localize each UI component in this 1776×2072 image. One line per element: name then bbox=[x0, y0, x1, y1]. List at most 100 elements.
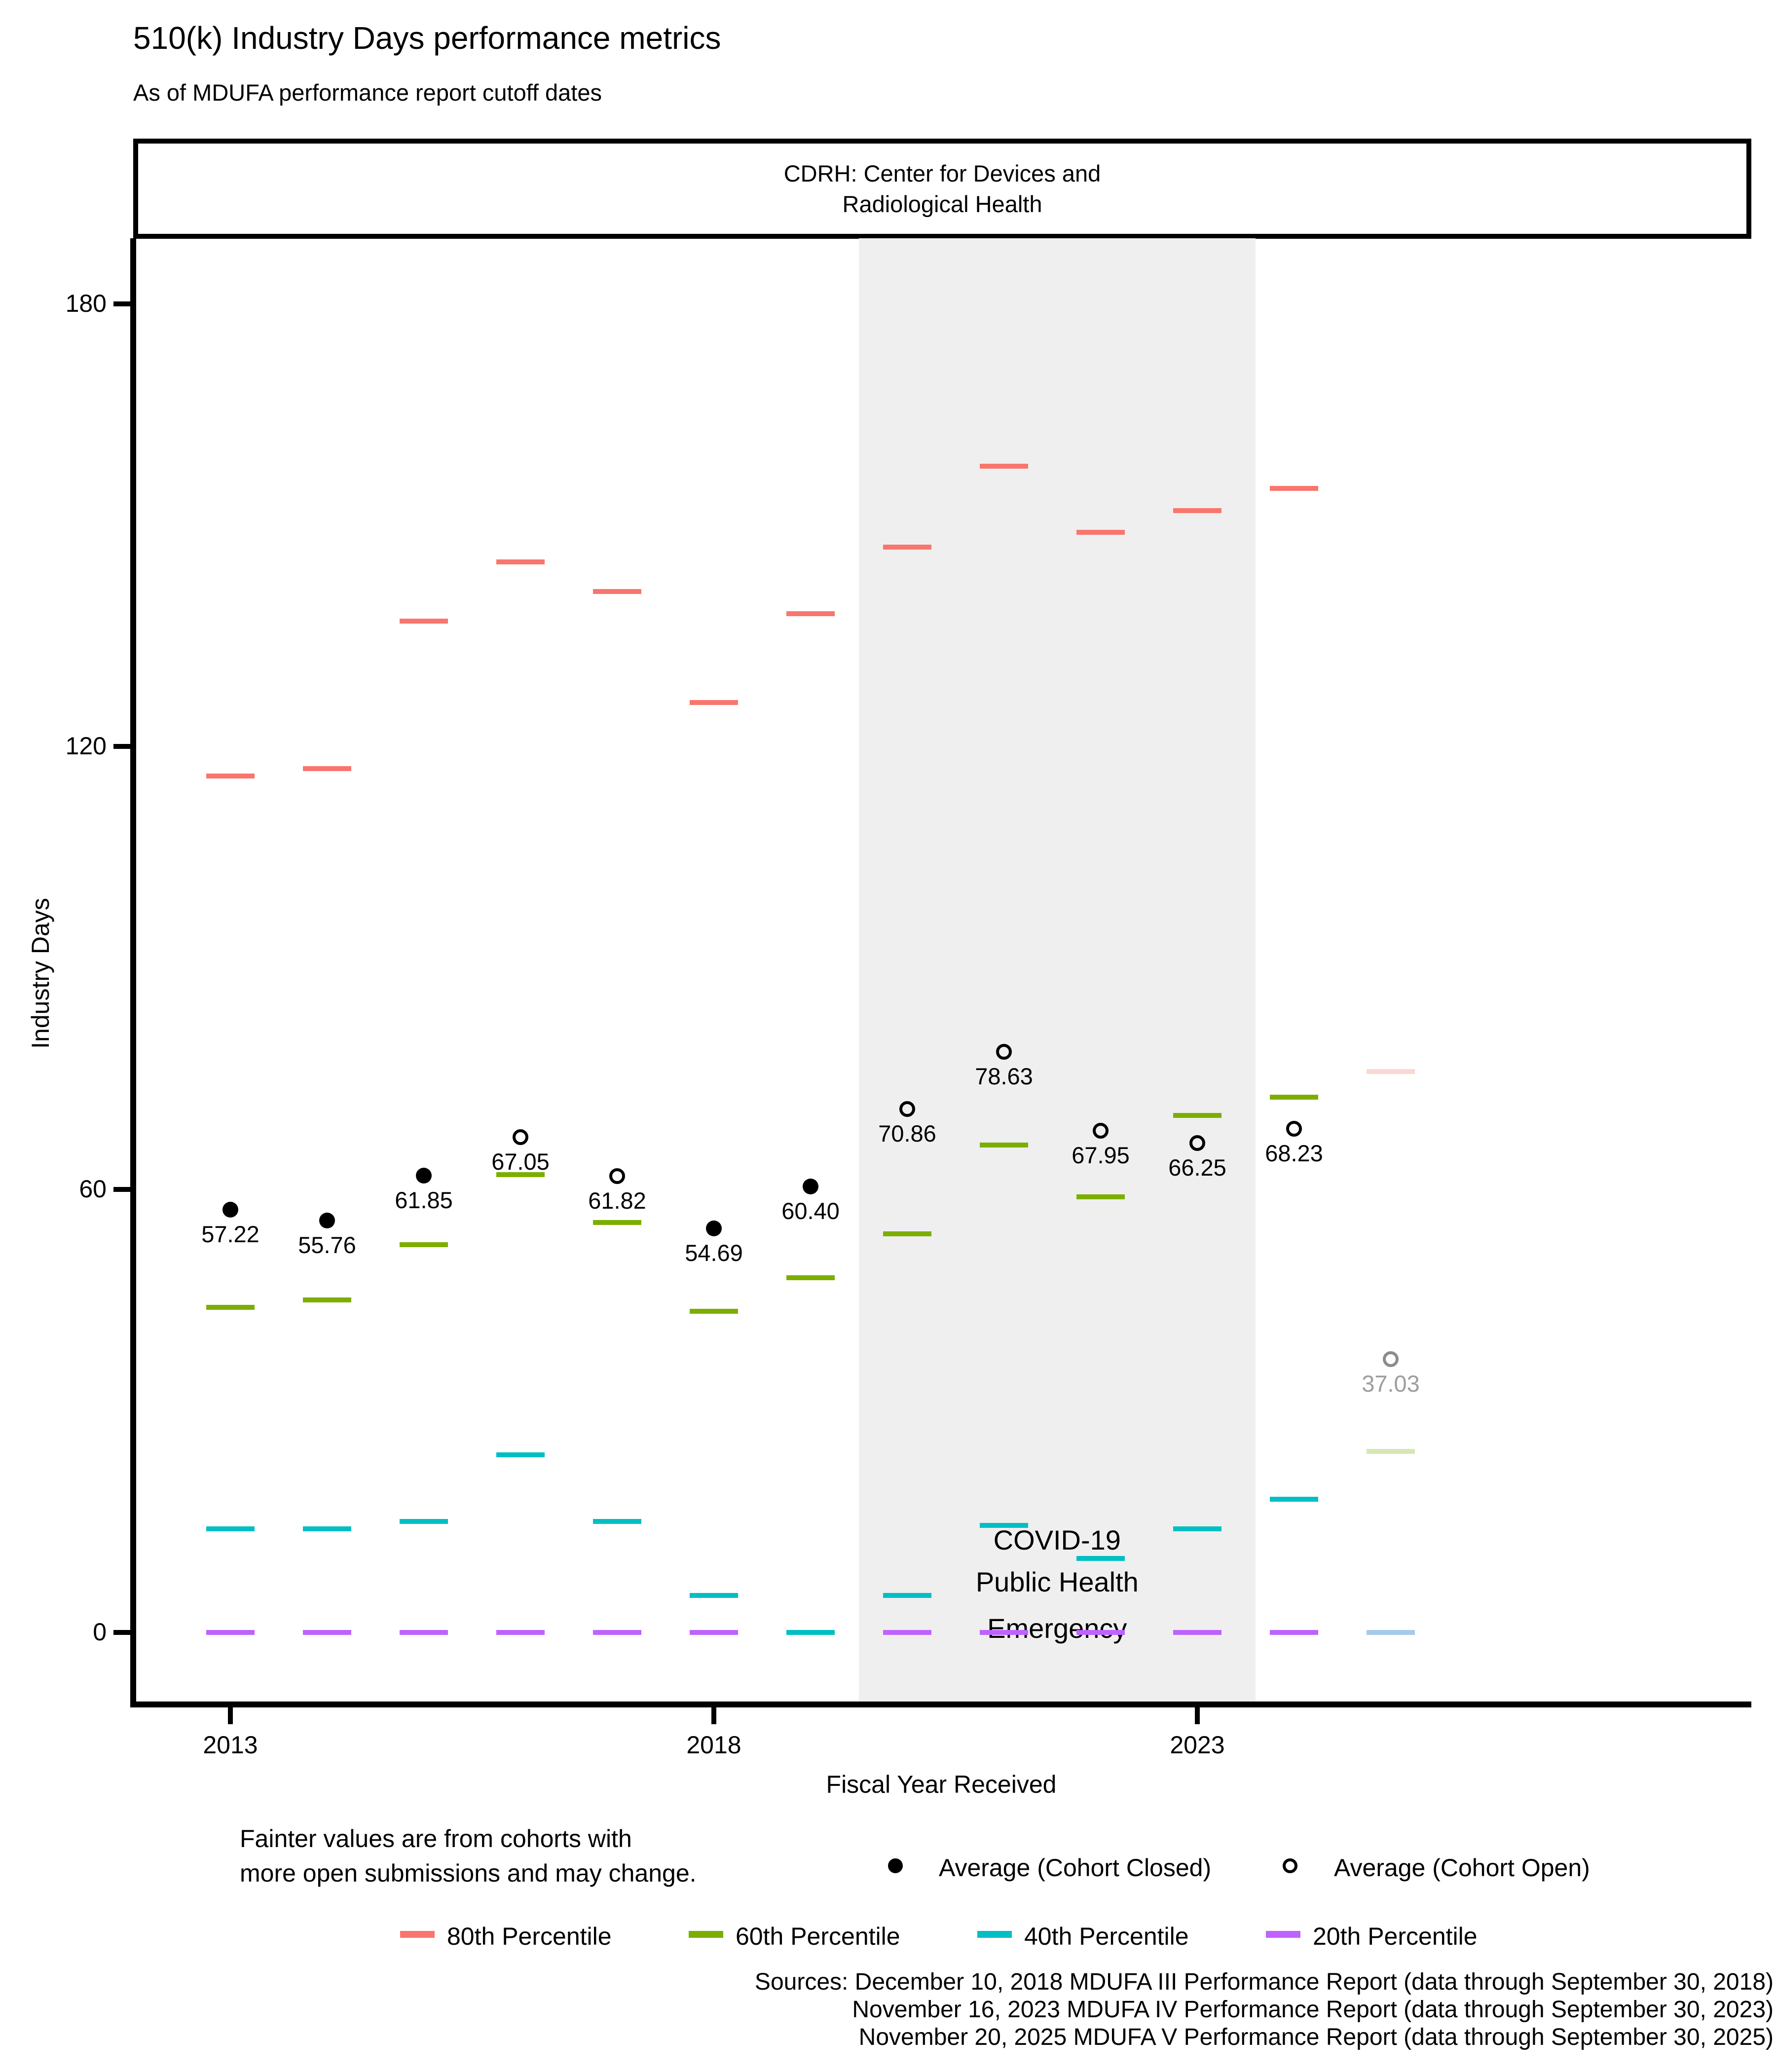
y-tick-120 bbox=[113, 744, 130, 749]
p80-dash-2022 bbox=[1076, 530, 1125, 535]
p20-dash-2025 bbox=[1367, 1629, 1415, 1635]
legend-p80-label: 80th Percentile bbox=[447, 1923, 612, 1950]
p80-dash-2020 bbox=[883, 545, 931, 550]
avg-value-label-2015: 61.85 bbox=[395, 1187, 453, 1214]
legend-avg-closed-label: Average (Cohort Closed) bbox=[939, 1854, 1212, 1882]
x-axis-title: Fiscal Year Received bbox=[826, 1771, 1057, 1798]
x-tick-label-2013: 2013 bbox=[203, 1731, 258, 1759]
avg-point-open-2021 bbox=[996, 1044, 1012, 1060]
legend-p20-swatch bbox=[1266, 1931, 1300, 1938]
p60-dash-2014 bbox=[303, 1297, 351, 1303]
covid-band-label: Public Health bbox=[975, 1566, 1139, 1597]
avg-value-label-2020: 70.86 bbox=[878, 1120, 936, 1147]
p20-dash-2015 bbox=[400, 1629, 448, 1635]
page-title: 510(k) Industry Days performance metrics bbox=[133, 20, 721, 56]
y-tick-60 bbox=[113, 1186, 130, 1192]
p60-dash-2024 bbox=[1270, 1094, 1318, 1100]
x-tick-label-2023: 2023 bbox=[1170, 1731, 1225, 1759]
p40-dash-2018 bbox=[690, 1592, 738, 1598]
p40-dash-2024 bbox=[1270, 1497, 1318, 1502]
legend-p20-label: 20th Percentile bbox=[1313, 1923, 1478, 1950]
p60-dash-2021 bbox=[980, 1143, 1028, 1148]
p40-dash-2017 bbox=[593, 1519, 641, 1524]
footnote-line: Fainter values are from cohorts with bbox=[240, 1825, 632, 1852]
x-tick-2018 bbox=[711, 1707, 716, 1724]
avg-point-open-2024 bbox=[1286, 1120, 1302, 1137]
avg-point-open-2017 bbox=[609, 1168, 625, 1184]
source-line: November 20, 2025 MDUFA V Performance Re… bbox=[858, 2024, 1774, 2050]
p80-dash-2021 bbox=[980, 463, 1028, 469]
p60-dash-2013 bbox=[206, 1305, 255, 1310]
covid-band-label: Emergency bbox=[987, 1613, 1127, 1644]
p60-dash-2022 bbox=[1076, 1194, 1125, 1199]
p60-dash-2023 bbox=[1173, 1113, 1221, 1118]
p40-dash-2025 bbox=[1367, 1629, 1415, 1635]
p20-dash-2018 bbox=[690, 1629, 738, 1635]
legend-avg-closed-marker bbox=[888, 1858, 903, 1873]
covid-band bbox=[859, 238, 1256, 1702]
p20-dash-2017 bbox=[593, 1629, 641, 1635]
y-axis-line bbox=[130, 238, 136, 1707]
avg-value-label-2014: 55.76 bbox=[298, 1232, 356, 1258]
p60-dash-2019 bbox=[786, 1275, 835, 1281]
facet-strip-label: CDRH: Center for Devices and Radiologica… bbox=[783, 160, 1101, 217]
footnote-line: more open submissions and may change. bbox=[240, 1859, 697, 1887]
p80-dash-2025 bbox=[1367, 1069, 1415, 1074]
p80-dash-2023 bbox=[1173, 508, 1221, 513]
avg-point-closed-2014 bbox=[319, 1213, 335, 1229]
p40-dash-2022 bbox=[1076, 1555, 1125, 1561]
y-tick-label-120: 120 bbox=[65, 732, 107, 760]
p80-dash-2014 bbox=[303, 766, 351, 772]
legend-avg-open-label: Average (Cohort Open) bbox=[1334, 1854, 1590, 1882]
avg-value-label-2024: 68.23 bbox=[1265, 1140, 1323, 1166]
p40-dash-2015 bbox=[400, 1519, 448, 1524]
x-tick-2023 bbox=[1195, 1707, 1200, 1724]
avg-point-open-2025 bbox=[1383, 1351, 1399, 1367]
y-tick-0 bbox=[113, 1629, 130, 1635]
y-axis-title: Industry Days bbox=[27, 898, 54, 1049]
avg-value-label-2022: 67.95 bbox=[1072, 1142, 1130, 1168]
page-subtitle: As of MDUFA performance report cutoff da… bbox=[133, 79, 602, 106]
x-tick-label-2018: 2018 bbox=[686, 1731, 741, 1759]
y-tick-label-0: 0 bbox=[93, 1618, 107, 1646]
p80-dash-2015 bbox=[400, 618, 448, 624]
avg-point-closed-2015 bbox=[416, 1168, 432, 1184]
p20-dash-2014 bbox=[303, 1629, 351, 1635]
avg-value-label-2019: 60.40 bbox=[781, 1197, 840, 1224]
y-tick-180 bbox=[113, 301, 130, 306]
avg-point-open-2016 bbox=[513, 1129, 528, 1146]
avg-point-closed-2019 bbox=[803, 1178, 818, 1194]
p60-dash-2018 bbox=[690, 1308, 738, 1314]
p20-dash-2016 bbox=[496, 1629, 545, 1635]
sources-block: Sources: December 10, 2018 MDUFA III Per… bbox=[755, 1968, 1774, 2051]
p20-dash-2013 bbox=[206, 1629, 255, 1635]
avg-point-closed-2018 bbox=[706, 1221, 722, 1237]
avg-point-closed-2013 bbox=[222, 1202, 238, 1218]
covid-band-label: COVID-19 bbox=[993, 1524, 1121, 1555]
source-line: Sources: December 10, 2018 MDUFA III Per… bbox=[754, 1969, 1774, 1995]
p40-dash-2023 bbox=[1173, 1526, 1221, 1532]
p60-dash-2017 bbox=[593, 1220, 641, 1225]
avg-point-open-2020 bbox=[899, 1101, 915, 1117]
p60-dash-2015 bbox=[400, 1242, 448, 1248]
y-tick-label-180: 180 bbox=[65, 289, 107, 317]
avg-value-label-2023: 66.25 bbox=[1168, 1154, 1226, 1181]
avg-value-label-2013: 57.22 bbox=[201, 1221, 259, 1248]
facet-strip: CDRH: Center for Devices and Radiologica… bbox=[133, 139, 1751, 239]
p60-dash-2016 bbox=[496, 1172, 545, 1177]
p40-dash-2013 bbox=[206, 1526, 255, 1532]
p80-dash-2013 bbox=[206, 774, 255, 779]
p20-dash-2020 bbox=[883, 1629, 931, 1635]
p20-dash-2023 bbox=[1173, 1629, 1221, 1635]
p40-dash-2021 bbox=[980, 1522, 1028, 1528]
avg-value-label-2018: 54.69 bbox=[685, 1240, 743, 1266]
y-tick-label-60: 60 bbox=[79, 1175, 107, 1203]
avg-value-label-2016: 67.05 bbox=[491, 1148, 550, 1175]
p20-dash-2021 bbox=[980, 1629, 1028, 1635]
legend-p60-swatch bbox=[689, 1931, 723, 1938]
source-line: November 16, 2023 MDUFA IV Performance R… bbox=[852, 1997, 1774, 2023]
avg-value-label-2025: 37.03 bbox=[1362, 1370, 1420, 1397]
p60-dash-2025 bbox=[1367, 1448, 1415, 1454]
avg-value-label-2021: 78.63 bbox=[975, 1063, 1033, 1090]
p80-dash-2019 bbox=[786, 611, 835, 617]
